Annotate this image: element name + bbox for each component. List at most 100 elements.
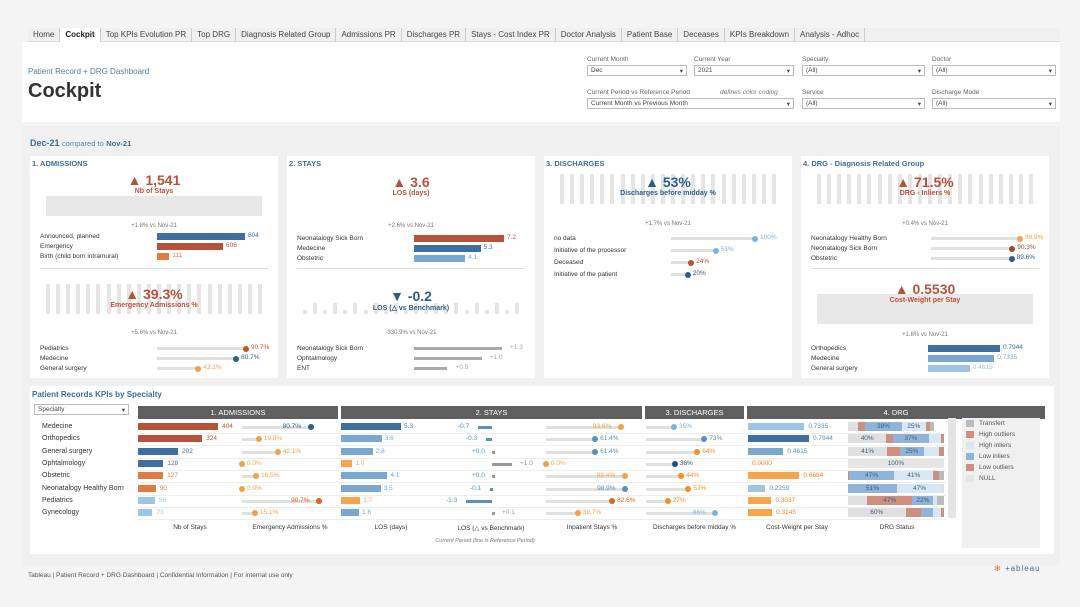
kpi-value: -0.2 xyxy=(407,288,432,304)
dot-marker xyxy=(752,235,758,242)
sparkline-tick xyxy=(701,174,706,204)
discharge-dot xyxy=(685,485,692,492)
sparkline-tick xyxy=(157,284,162,314)
stays-value: 90 xyxy=(159,484,168,492)
dropdown-arrow-icon: ▾ xyxy=(786,100,790,108)
row-label: Neonatalogy Sick Born xyxy=(811,245,878,252)
benchmark-bar xyxy=(486,438,492,442)
discharge-value: 64% xyxy=(702,447,716,455)
track xyxy=(671,261,692,264)
inpatient-value: 98.4% xyxy=(596,472,616,480)
sparkline-tick xyxy=(393,303,398,314)
row-label: General surgery xyxy=(811,365,858,372)
discharge-track xyxy=(646,487,689,491)
discharge-value: 53% xyxy=(693,484,707,492)
tab-top-kpis-evolution-pr[interactable]: Top KPIs Evolution PR xyxy=(101,28,193,42)
sparkline-tick xyxy=(917,174,922,204)
specialty-name[interactable]: Orthopedics xyxy=(42,435,80,443)
dropdown-arrow-icon: ▾ xyxy=(1048,67,1052,75)
specialty-name[interactable]: Gynecology xyxy=(42,509,79,517)
specialty-dimension-select[interactable]: Specialty ▾ xyxy=(34,404,129,415)
bar xyxy=(928,365,970,372)
kpi-label: Emergency Admissions % xyxy=(110,302,198,309)
kpi-delta: +0.4% vs Nov-21 xyxy=(902,221,948,227)
benchmark-bar xyxy=(490,487,493,491)
value-label: 0.7335 xyxy=(997,354,1018,361)
bar xyxy=(414,245,481,252)
specialty-name[interactable]: Neonatalogy Healthy Born xyxy=(42,484,124,492)
stays-bar xyxy=(138,496,156,504)
kpi-nb-stays: ▲ 1,541 Nb of Stays xyxy=(30,172,278,195)
los-value: 5.3 xyxy=(404,423,414,430)
tab-stays-cost-index-pr[interactable]: Stays - Cost Index PR xyxy=(466,28,556,42)
sparkline-tick xyxy=(897,174,902,204)
legend-item: NULL xyxy=(966,473,1040,484)
sparkline-tick xyxy=(958,174,963,204)
specialty-select[interactable]: (All) ▾ xyxy=(802,65,925,76)
tab-discharges-pr[interactable]: Discharges PR xyxy=(402,28,467,42)
value-label: 5.3 xyxy=(483,244,493,251)
sparkline-tick xyxy=(590,174,595,204)
bar xyxy=(928,355,995,362)
cost-weight-bar xyxy=(748,435,809,443)
discharge-track xyxy=(646,512,715,516)
drg-segment xyxy=(920,508,934,518)
tab-analysis-adhoc[interactable]: Analysis - Adhoc xyxy=(795,28,866,42)
value-label: 20% xyxy=(692,270,706,277)
drg-segment xyxy=(886,434,894,444)
sparkline-tick xyxy=(968,174,973,204)
sparkline-tick xyxy=(711,174,716,204)
sparkline-tick xyxy=(323,310,328,314)
tab-cockpit[interactable]: Cockpit xyxy=(60,28,101,42)
sparkline-ticks xyxy=(817,174,1033,204)
filter-doctor: Doctor (All) ▾ xyxy=(932,56,1056,76)
column-label: Discharges before midday % xyxy=(652,524,737,531)
divider xyxy=(811,268,1039,269)
tab-diagnosis-related-group[interactable]: Diagnosis Related Group xyxy=(236,28,337,42)
specialty-name[interactable]: Ophtalmology xyxy=(42,459,86,467)
group-header-admissions: 1. ADMISSIONS xyxy=(138,406,338,419)
service-select[interactable]: (All) ▾ xyxy=(802,98,925,109)
tab-top-drg[interactable]: Top DRG xyxy=(192,28,237,42)
sparkline-tick xyxy=(46,284,50,314)
filter-period: Current Period vs Reference Period define… xyxy=(587,89,794,109)
drg-segment xyxy=(928,434,942,444)
sparkline-tick xyxy=(136,284,141,314)
discharge-dot xyxy=(694,448,701,455)
tab-kpis-breakdown[interactable]: KPIs Breakdown xyxy=(725,28,796,42)
tab-deceases[interactable]: Deceases xyxy=(678,28,725,42)
current-month-select[interactable]: Dec ▾ xyxy=(587,65,687,76)
scrollbar[interactable] xyxy=(948,418,956,518)
tab-admissions-pr[interactable]: Admissions PR xyxy=(336,28,402,42)
discharge-mode-select[interactable]: (All) ▾ xyxy=(932,98,1056,109)
em-track xyxy=(242,475,257,479)
period-select[interactable]: Current Month vs Previous Month ▾ xyxy=(587,98,794,109)
sparkline-tick xyxy=(514,303,519,314)
tab-doctor-analysis[interactable]: Doctor Analysis xyxy=(556,28,622,42)
sparkline-tick xyxy=(1018,174,1023,204)
specialty-name[interactable]: Medecine xyxy=(42,423,73,430)
em-dot xyxy=(251,510,258,517)
sparkline-ticks xyxy=(46,284,262,314)
em-dot xyxy=(253,473,260,480)
filter-service: Service (All) ▾ xyxy=(802,89,925,109)
specialty-name[interactable]: Obstetric xyxy=(42,472,71,480)
filter-label: Specialty xyxy=(802,56,829,63)
bar xyxy=(157,233,245,240)
sparkline-tick xyxy=(600,174,605,204)
doctor-select[interactable]: (All) ▾ xyxy=(932,65,1056,76)
sparkline-tick xyxy=(434,303,439,314)
up-triangle-icon: ▲ xyxy=(645,174,659,190)
discharge-track xyxy=(646,426,674,429)
drg-segment xyxy=(941,434,944,444)
current-year-select[interactable]: 2021 ▾ xyxy=(694,65,794,76)
specialty-name[interactable]: General surgery xyxy=(42,447,93,455)
dot-marker xyxy=(1008,255,1015,262)
sparkline-tick xyxy=(116,284,121,314)
specialty-name[interactable]: Pediatrics xyxy=(42,496,73,504)
sparkline-tick xyxy=(887,174,892,204)
sparkline-tick xyxy=(167,284,172,314)
tab-home[interactable]: Home xyxy=(28,28,61,42)
tab-patient-base[interactable]: Patient Base xyxy=(622,28,679,42)
sparkline-tick xyxy=(907,174,912,204)
